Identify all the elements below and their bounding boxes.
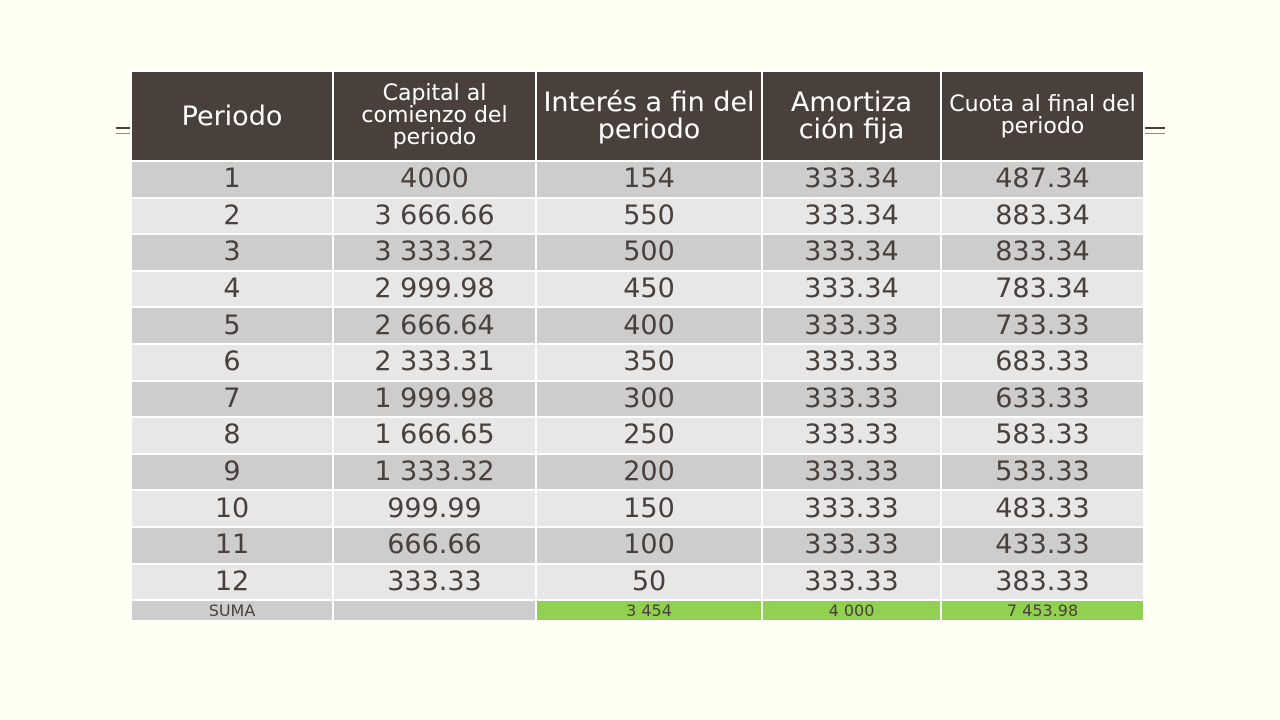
total-capital — [332, 599, 537, 623]
table-row: 10 999.99 150 333.33 483.33 — [130, 489, 1145, 528]
decorative-line-right — [1143, 127, 1165, 129]
cell-periodo: 9 — [130, 452, 334, 492]
cell-interes: 400 — [535, 306, 763, 345]
cell-capital: 333.33 — [332, 562, 537, 602]
cell-cuota: 883.34 — [940, 196, 1145, 236]
table-header-row: Periodo Capital al comienzo del periodo … — [130, 70, 1145, 162]
cell-interes: 154 — [535, 160, 763, 199]
cell-periodo: 2 — [130, 196, 334, 236]
cell-amortizacion: 333.33 — [761, 452, 942, 492]
cell-periodo: 6 — [130, 342, 334, 382]
total-amortizacion: 4 000 — [761, 599, 942, 623]
cell-cuota: 783.34 — [940, 269, 1145, 309]
cell-periodo: 10 — [130, 489, 334, 528]
total-row: SUMA 3 454 4 000 7 453.98 — [130, 599, 1145, 623]
amortization-table: Periodo Capital al comienzo del periodo … — [130, 70, 1145, 623]
cell-cuota: 483.33 — [940, 489, 1145, 528]
cell-cuota: 833.34 — [940, 233, 1145, 272]
cell-cuota: 383.33 — [940, 562, 1145, 602]
cell-periodo: 12 — [130, 562, 334, 602]
cell-amortizacion: 333.34 — [761, 196, 942, 236]
cell-interes: 500 — [535, 233, 763, 272]
cell-capital: 2 999.98 — [332, 269, 537, 309]
cell-periodo: 8 — [130, 416, 334, 455]
table-row: 12 333.33 50 333.33 383.33 — [130, 562, 1145, 602]
cell-cuota: 487.34 — [940, 160, 1145, 199]
cell-cuota: 533.33 — [940, 452, 1145, 492]
header-amortizacion: Amortiza ción fija — [761, 70, 942, 162]
header-periodo: Periodo — [130, 70, 334, 162]
cell-interes: 250 — [535, 416, 763, 455]
cell-capital: 2 333.31 — [332, 342, 537, 382]
cell-amortizacion: 333.33 — [761, 416, 942, 455]
cell-cuota: 683.33 — [940, 342, 1145, 382]
header-cuota: Cuota al final del periodo — [940, 70, 1145, 162]
cell-interes: 100 — [535, 525, 763, 565]
cell-amortizacion: 333.33 — [761, 489, 942, 528]
cell-cuota: 583.33 — [940, 416, 1145, 455]
cell-capital: 3 333.32 — [332, 233, 537, 272]
total-label: SUMA — [130, 599, 334, 623]
cell-periodo: 4 — [130, 269, 334, 309]
table-body: 1 4000 154 333.34 487.34 2 3 666.66 550 333.34 88… — [130, 160, 1145, 602]
cell-cuota: 433.33 — [940, 525, 1145, 565]
decorative-line-left — [116, 127, 130, 129]
cell-interes: 200 — [535, 452, 763, 492]
cell-amortizacion: 333.34 — [761, 269, 942, 309]
cell-capital: 2 666.64 — [332, 306, 537, 345]
cell-cuota: 733.33 — [940, 306, 1145, 345]
decorative-line-right-thin — [1143, 133, 1165, 134]
cell-periodo: 1 — [130, 160, 334, 199]
cell-periodo: 3 — [130, 233, 334, 272]
cell-interes: 550 — [535, 196, 763, 236]
cell-amortizacion: 333.34 — [761, 160, 942, 199]
table-row: 1 4000 154 333.34 487.34 — [130, 160, 1145, 199]
cell-cuota: 633.33 — [940, 379, 1145, 419]
cell-amortizacion: 333.34 — [761, 233, 942, 272]
cell-capital: 1 999.98 — [332, 379, 537, 419]
decorative-line-left-thin — [116, 133, 130, 134]
header-capital: Capital al comienzo del periodo — [332, 70, 537, 162]
cell-amortizacion: 333.33 — [761, 379, 942, 419]
header-interes: Interés a fin del periodo — [535, 70, 763, 162]
cell-periodo: 5 — [130, 306, 334, 345]
cell-amortizacion: 333.33 — [761, 562, 942, 602]
table-row: 11 666.66 100 333.33 433.33 — [130, 525, 1145, 565]
cell-amortizacion: 333.33 — [761, 342, 942, 382]
cell-capital: 4000 — [332, 160, 537, 199]
cell-interes: 150 — [535, 489, 763, 528]
cell-interes: 450 — [535, 269, 763, 309]
total-interes: 3 454 — [535, 599, 763, 623]
cell-interes: 300 — [535, 379, 763, 419]
cell-interes: 50 — [535, 562, 763, 602]
cell-capital: 999.99 — [332, 489, 537, 528]
cell-amortizacion: 333.33 — [761, 306, 942, 345]
cell-periodo: 11 — [130, 525, 334, 565]
cell-interes: 350 — [535, 342, 763, 382]
cell-capital: 1 666.65 — [332, 416, 537, 455]
cell-capital: 1 333.32 — [332, 452, 537, 492]
cell-capital: 3 666.66 — [332, 196, 537, 236]
cell-amortizacion: 333.33 — [761, 525, 942, 565]
total-cuota: 7 453.98 — [940, 599, 1145, 623]
cell-capital: 666.66 — [332, 525, 537, 565]
cell-periodo: 7 — [130, 379, 334, 419]
